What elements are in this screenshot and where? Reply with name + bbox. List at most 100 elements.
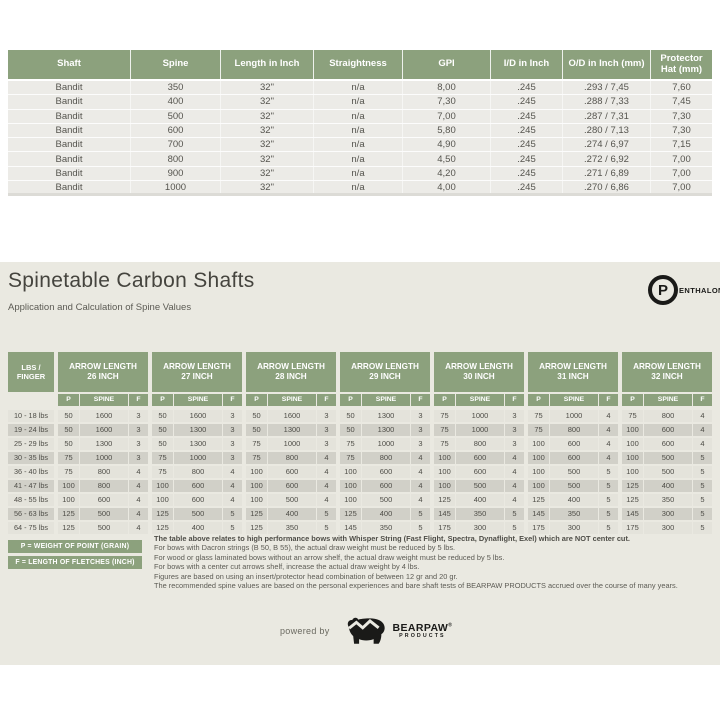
fletch-length-cell: 4 — [599, 452, 618, 464]
spine-cell-group: 75 800 4 — [528, 424, 618, 436]
spine-row: 10 - 18 lbs 50 1600 3 50 1600 3 — [8, 410, 716, 422]
spine-value-cell: 1600 — [80, 424, 128, 436]
point-weight-cell: 75 — [152, 452, 173, 464]
spine-cell-group: 145 350 5 — [340, 522, 430, 534]
point-weight-cell: 75 — [152, 466, 173, 478]
arrow-length-inches: 27 INCH — [181, 372, 213, 381]
spine-value-cell: 600 — [362, 466, 410, 478]
point-weight-cell: 100 — [528, 466, 549, 478]
point-weight-cell: 125 — [246, 508, 267, 520]
spine-value-cell: 1600 — [268, 410, 316, 422]
cell-shaft: Bandit — [55, 110, 83, 122]
cell-length: 32" — [220, 109, 313, 123]
subheader-group: P SPINE F — [246, 394, 336, 406]
spine-value-cell: 300 — [644, 508, 692, 520]
cell-protector: 7,30 — [650, 109, 712, 123]
column-header: I/D in Inch — [490, 50, 562, 79]
spine-subheader-row: P SPINE F P SPINE F P SPINE F P — [8, 394, 716, 406]
spine-value-cell: 1000 — [456, 424, 504, 436]
spine-row-groups: 75 800 4 75 800 4 100 600 — [58, 466, 716, 478]
cell-od: .271 / 6,89 — [562, 166, 650, 181]
spine-value-cell: 1300 — [80, 438, 128, 450]
cell-protector: 7,00 — [650, 181, 712, 195]
spine-cell-group: 125 500 4 — [58, 522, 148, 534]
spine-value-cell: 400 — [550, 494, 598, 506]
arrow-length-inches: 32 INCH — [651, 372, 683, 381]
footnote-lines: For bows with Dacron strings (B 50, B 55… — [154, 543, 714, 590]
arrow-length-header: ARROW LENGTH 26 INCH — [58, 352, 148, 392]
fletch-length-cell: 3 — [505, 410, 524, 422]
fletch-length-cell: 3 — [129, 424, 148, 436]
cell-spine: 800 — [130, 152, 220, 166]
fletch-length-cell: 3 — [317, 410, 336, 422]
point-weight-cell: 100 — [434, 480, 455, 492]
subheader-spine: SPINE — [362, 394, 410, 406]
spine-cell-group: 100 600 4 — [528, 452, 618, 464]
point-weight-cell: 50 — [340, 410, 361, 422]
fletch-length-cell: 5 — [693, 508, 712, 520]
subheader-spine: SPINE — [456, 394, 504, 406]
spine-cell-group: 100 800 4 — [58, 480, 148, 492]
cell-protector: 7,45 — [650, 95, 712, 109]
column-header: Protector Hat (mm) — [650, 50, 712, 79]
point-weight-cell: 125 — [58, 508, 79, 520]
fletch-length-cell: 4 — [505, 452, 524, 464]
spine-row: 25 - 29 lbs 50 1300 3 50 1300 3 — [8, 438, 716, 450]
arrow-length-label: ARROW LENGTH — [351, 362, 419, 371]
spine-value-cell: 500 — [550, 480, 598, 492]
table-row: Bandit 600 32" n/a 5,80 .245 .280 / 7,13… — [8, 123, 712, 139]
spine-value-cell: 400 — [456, 494, 504, 506]
spine-value-cell: 600 — [174, 480, 222, 492]
point-weight-cell: 100 — [340, 494, 361, 506]
point-weight-cell: 175 — [528, 522, 549, 534]
cell-straightness: n/a — [313, 95, 402, 109]
spine-value-cell: 1000 — [362, 438, 410, 450]
fletch-length-cell: 3 — [411, 410, 430, 422]
spine-cell-group: 100 600 4 — [58, 494, 148, 506]
point-weight-cell: 75 — [246, 452, 267, 464]
fletch-length-cell: 5 — [505, 508, 524, 520]
cell-id: .245 — [490, 166, 562, 181]
point-weight-cell: 50 — [152, 410, 173, 422]
cell-od: .272 / 6,92 — [562, 152, 650, 166]
subheader-group: P SPINE F — [340, 394, 430, 406]
footnote-lead: The table above relates to high performa… — [154, 534, 630, 543]
spine-row: 36 - 40 lbs 75 800 4 75 800 4 — [8, 466, 716, 478]
spine-value-cell: 600 — [550, 438, 598, 450]
point-weight-cell: 100 — [246, 494, 267, 506]
fletch-length-cell: 3 — [223, 410, 242, 422]
cell-length: 32" — [220, 123, 313, 138]
spine-cell-group: 50 1300 3 — [340, 424, 430, 436]
arrow-length-inches: 30 INCH — [463, 372, 495, 381]
spine-row: 64 - 75 lbs 125 500 4 125 400 5 — [8, 522, 716, 534]
spine-value-cell: 1000 — [80, 452, 128, 464]
point-weight-cell: 50 — [340, 424, 361, 436]
lbs-range-cell: 19 - 24 lbs — [8, 424, 54, 436]
spine-value-cell: 800 — [268, 452, 316, 464]
spine-value-cell: 1000 — [456, 410, 504, 422]
spine-value-cell: 1300 — [174, 424, 222, 436]
spine-cell-group: 125 350 5 — [622, 494, 712, 506]
spine-cell-group: 100 500 5 — [528, 480, 618, 492]
fletch-length-cell: 5 — [599, 494, 618, 506]
point-weight-cell: 75 — [622, 410, 643, 422]
spine-cell-group: 50 1300 3 — [152, 424, 242, 436]
cell-id: .245 — [490, 109, 562, 123]
legend-fletch-length: F = LENGTH OF FLETCHES (INCH) — [8, 556, 142, 569]
cell-gpi: 4,50 — [402, 152, 490, 166]
point-weight-cell: 125 — [622, 480, 643, 492]
fletch-length-cell: 5 — [411, 508, 430, 520]
lbs-finger-header: LBS / FINGER — [8, 352, 54, 392]
cell-length: 32" — [220, 138, 313, 152]
spine-value-cell: 300 — [456, 522, 504, 534]
spine-cell-group: 100 600 4 — [622, 438, 712, 450]
spine-value-cell: 350 — [268, 522, 316, 534]
spine-cell-group: 100 600 4 — [152, 494, 242, 506]
arrow-length-header: ARROW LENGTH 28 INCH — [246, 352, 336, 392]
fletch-length-cell: 5 — [693, 452, 712, 464]
point-weight-cell: 100 — [622, 424, 643, 436]
spine-value-cell: 600 — [456, 466, 504, 478]
subheader-group: P SPINE F — [434, 394, 524, 406]
lbs-range-cell: 10 - 18 lbs — [8, 410, 54, 422]
footnote-line: The recommended spine values are based o… — [154, 581, 678, 591]
